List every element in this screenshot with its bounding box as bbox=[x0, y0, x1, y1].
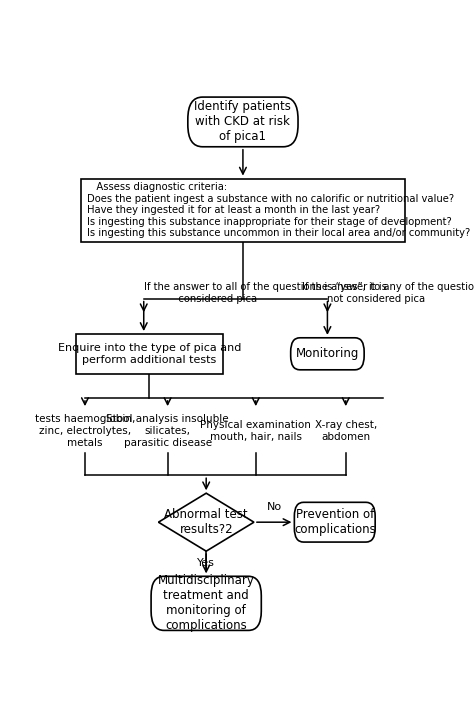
FancyBboxPatch shape bbox=[188, 97, 298, 147]
Text: Identify patients
with CKD at risk
of pica1: Identify patients with CKD at risk of pi… bbox=[194, 100, 292, 143]
FancyBboxPatch shape bbox=[82, 179, 405, 242]
Text: Monitoring: Monitoring bbox=[296, 347, 359, 361]
Text: Assess diagnostic criteria:
Does the patient ingest a substance with no calorifi: Assess diagnostic criteria: Does the pat… bbox=[87, 182, 470, 239]
Text: Prevention of
complications: Prevention of complications bbox=[294, 508, 375, 536]
Text: Enquire into the type of pica and
perform additional tests: Enquire into the type of pica and perfor… bbox=[57, 343, 241, 365]
FancyBboxPatch shape bbox=[151, 576, 261, 630]
Text: Multidisciplinary
treatment and
monitoring of
complications: Multidisciplinary treatment and monitori… bbox=[158, 574, 255, 632]
Text: tests haemoglobin,
zinc, electrolytes,
metals: tests haemoglobin, zinc, electrolytes, m… bbox=[35, 414, 135, 447]
Text: Yes: Yes bbox=[197, 558, 215, 568]
Text: Stool analysis insoluble
silicates,
parasitic disease: Stool analysis insoluble silicates, para… bbox=[106, 414, 229, 447]
Text: X-ray chest,
abdomen: X-ray chest, abdomen bbox=[315, 420, 377, 442]
Text: If the answer to all of the questions is “yes”, it is
           considered pica: If the answer to all of the questions is… bbox=[144, 282, 387, 304]
FancyBboxPatch shape bbox=[291, 338, 364, 370]
Text: No: No bbox=[266, 502, 282, 512]
Text: If the answer to any of the questions is “no”, it is
        not considered pica: If the answer to any of the questions is… bbox=[301, 282, 474, 304]
Text: Abnormal test
results?2: Abnormal test results?2 bbox=[164, 508, 248, 536]
FancyBboxPatch shape bbox=[76, 334, 223, 374]
FancyBboxPatch shape bbox=[294, 503, 375, 542]
Text: Physical examination
mouth, hair, nails: Physical examination mouth, hair, nails bbox=[201, 420, 311, 442]
Polygon shape bbox=[158, 493, 254, 551]
